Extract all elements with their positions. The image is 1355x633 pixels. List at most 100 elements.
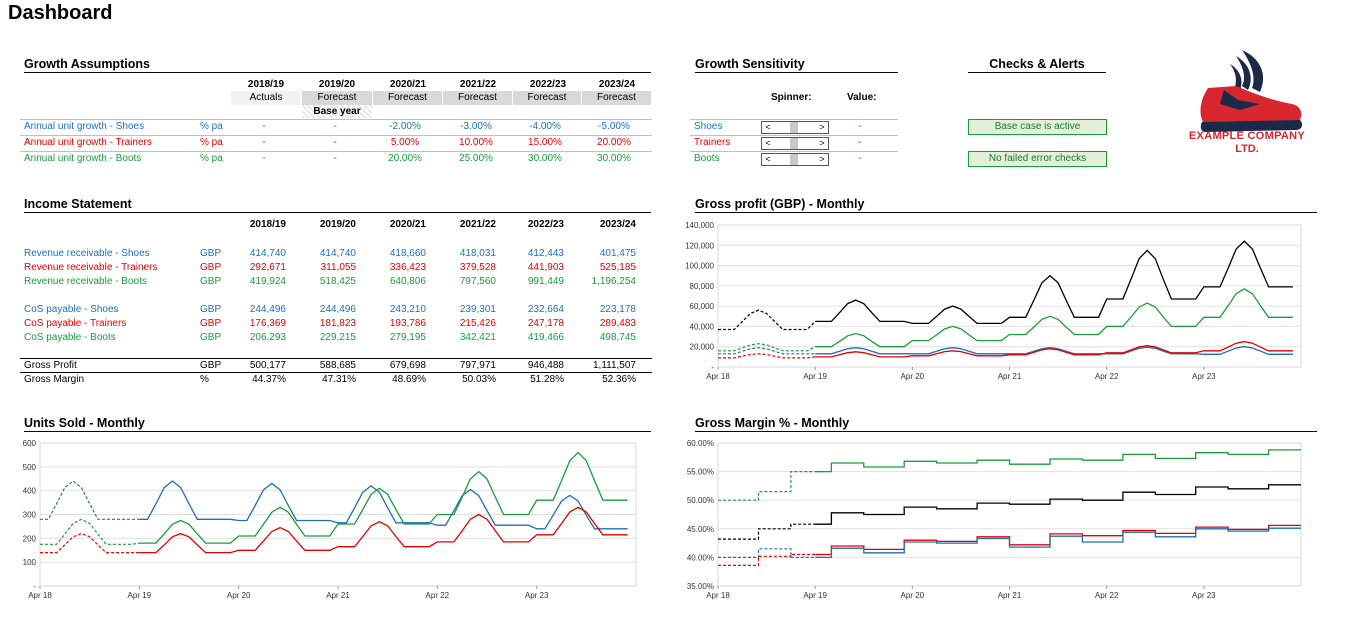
y-tick-label: 45.00% [687, 525, 714, 534]
series-line-trainers-history [718, 553, 824, 566]
is-unit: GBP [200, 318, 222, 329]
income-statement-title: Income Statement [24, 197, 651, 213]
spinner-boots[interactable]: < > [761, 153, 829, 166]
is-label: Revenue receivable - Shoes [24, 248, 150, 259]
spinner-thumb[interactable] [790, 154, 798, 165]
plot-area [717, 442, 1302, 587]
ga-cell[interactable]: - [262, 153, 266, 164]
is-cell: 418,031 [459, 248, 496, 259]
y-tick-label: 100 [23, 558, 37, 567]
y-tick-label: 55.00% [687, 468, 714, 477]
series-line-boots-history [718, 343, 816, 352]
is-year-1: 2018/19 [249, 219, 286, 230]
ga-cell[interactable]: -2.00% [389, 121, 421, 132]
value-header: Value: [847, 92, 877, 103]
y-tick-label: 600 [23, 439, 37, 448]
series-line-shoes-history [40, 480, 140, 520]
gross-profit-chart: 140,000 120,000 100,000 80,000 60,000 40,000 2… [685, 221, 1302, 381]
is-cell: 946,488 [527, 360, 564, 371]
y-tick-label: 35.00% [687, 582, 714, 591]
is-label: Revenue receivable - Boots [24, 276, 147, 287]
is-cell: 441,903 [527, 262, 564, 273]
gross-margin-chart: 60.00%55.00%50.00%45.00%40.00%35.00%Apr … [687, 439, 1302, 600]
spinner-left-icon[interactable]: < [765, 138, 771, 148]
x-tick-label: Apr 21 [998, 372, 1022, 381]
units-sold-chart: 600 500 400 300 200 100 -Apr 18 Apr 19 Apr 20 Apr… [23, 439, 637, 600]
x-tick-label: Apr 18 [706, 372, 730, 381]
is-cell: 797,560 [459, 276, 496, 287]
x-tick-label: Apr 23 [1192, 372, 1216, 381]
is-cell: 44.37% [252, 374, 286, 385]
ga-cell[interactable]: 30.00% [597, 153, 631, 164]
is-cell: 52.36% [602, 374, 636, 385]
ga-year-4: 2021/22 [459, 79, 497, 90]
spinner-header: Spinner: [771, 92, 812, 103]
is-cell: 525,185 [599, 262, 636, 273]
ga-year-2: 2019/20 [318, 79, 356, 90]
is-cell: 1,196,254 [591, 276, 637, 287]
x-tick-label: Apr 20 [901, 591, 925, 600]
sens-label-trainers: Trainers [694, 137, 731, 148]
ga-cell[interactable]: - [262, 137, 266, 148]
series-line-shoes-history [718, 548, 824, 558]
y-tick-label: 50.00% [687, 496, 714, 505]
is-cell: 48.69% [392, 374, 426, 385]
ga-cell[interactable]: 20.00% [597, 137, 631, 148]
series-line-trainers-history [718, 353, 816, 359]
spinner-thumb[interactable] [790, 138, 798, 149]
ga-cell[interactable]: 15.00% [528, 137, 562, 148]
ga-type-3: Forecast [373, 91, 442, 105]
is-cell: 243,210 [389, 304, 426, 315]
is-cell: 991,449 [527, 276, 564, 287]
series-line-trainers [815, 340, 1293, 358]
ga-cell[interactable]: 5.00% [390, 137, 420, 148]
y-tick-label: - [711, 363, 714, 372]
x-tick-label: Apr 18 [706, 591, 730, 600]
x-tick-label: Apr 20 [227, 591, 251, 600]
ga-cell[interactable]: -4.00% [529, 121, 561, 132]
spinner-right-icon[interactable]: > [819, 122, 825, 132]
spinner-trainers[interactable]: < > [761, 137, 829, 150]
is-unit: GBP [200, 304, 222, 315]
is-cell: 229,215 [319, 332, 356, 343]
spinner-right-icon[interactable]: > [819, 138, 825, 148]
is-cell: 342,421 [459, 332, 496, 343]
is-label: Gross Profit [24, 360, 77, 371]
is-label: Revenue receivable - Trainers [24, 262, 158, 273]
y-tick-label: 40.00% [687, 553, 714, 562]
ga-cell[interactable]: 10.00% [459, 137, 493, 148]
is-year-5: 2022/23 [527, 219, 564, 230]
is-unit: GBP [200, 248, 222, 259]
spinner-thumb[interactable] [790, 122, 798, 133]
x-tick-label: Apr 21 [326, 591, 350, 600]
is-cell: 193,786 [389, 318, 426, 329]
series-line-total [815, 240, 1293, 325]
ga-cell[interactable]: 20.00% [388, 153, 422, 164]
ga-cell[interactable]: -5.00% [598, 121, 630, 132]
spinner-left-icon[interactable]: < [765, 154, 771, 164]
ga-unit-shoes: % pa [200, 121, 223, 132]
ga-cell[interactable]: - [333, 153, 337, 164]
ga-cell[interactable]: -3.00% [460, 121, 492, 132]
y-tick-label: 500 [23, 463, 37, 472]
ga-cell[interactable]: - [333, 137, 337, 148]
page-title: Dashboard [8, 2, 113, 24]
ga-cell[interactable]: - [262, 121, 266, 132]
ga-cell[interactable]: 25.00% [459, 153, 493, 164]
spinner-right-icon[interactable]: > [819, 154, 825, 164]
ga-year-5: 2022/23 [529, 79, 567, 90]
x-tick-label: Apr 18 [28, 591, 52, 600]
is-label: CoS payable - Boots [24, 332, 116, 343]
is-cell: 640,806 [389, 276, 426, 287]
ga-cell[interactable]: 30.00% [528, 153, 562, 164]
series-line-boots [815, 449, 1301, 473]
spinner-left-icon[interactable]: < [765, 122, 771, 132]
is-label: CoS payable - Trainers [24, 318, 127, 329]
spinner-shoes[interactable]: < > [761, 121, 829, 134]
ga-year-1: 2018/19 [247, 79, 285, 90]
series-line-boots [815, 288, 1293, 348]
y-tick-label: 400 [23, 487, 37, 496]
is-year-6: 2023/24 [599, 219, 636, 230]
y-tick-label: 60.00% [687, 439, 714, 448]
ga-cell[interactable]: - [333, 121, 337, 132]
